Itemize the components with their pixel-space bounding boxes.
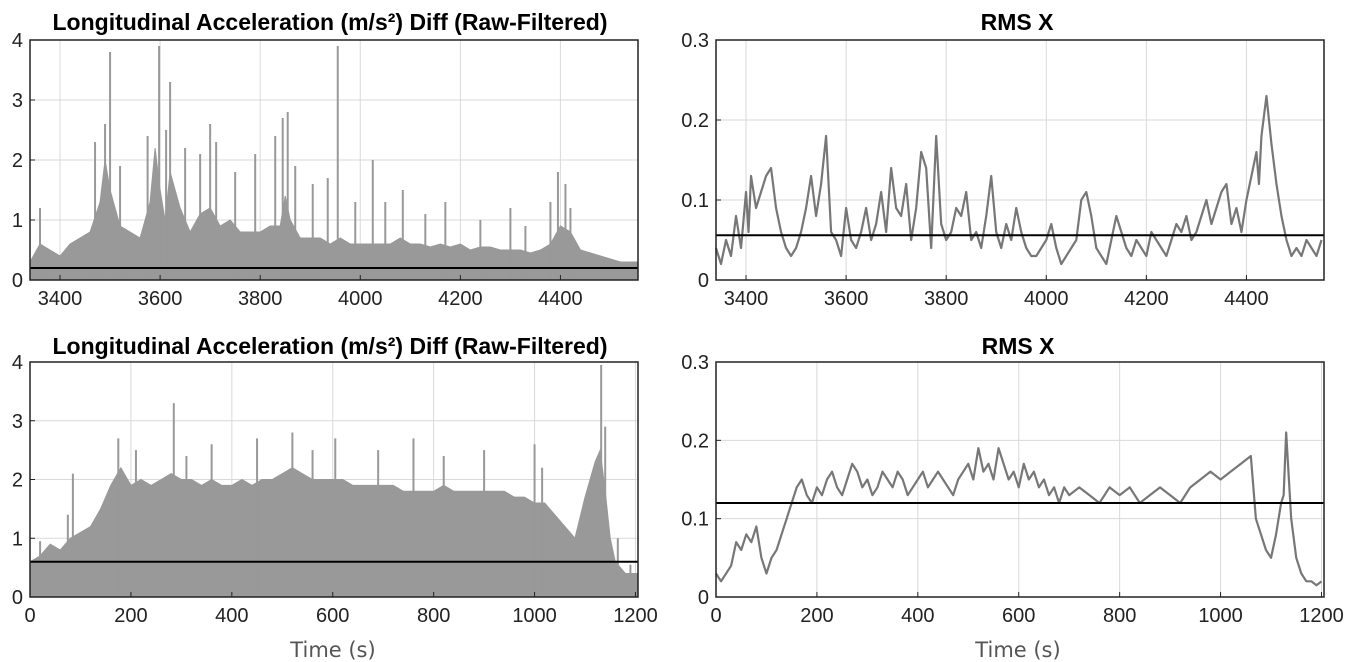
x-tick-label: 4200 — [1124, 288, 1169, 310]
y-tick-label: 0 — [698, 587, 709, 609]
x-tick-label: 3800 — [924, 288, 969, 310]
y-tick-label: 3 — [12, 90, 23, 112]
y-tick-label: 0.2 — [681, 110, 709, 132]
y-tick-label: 0.1 — [681, 190, 709, 212]
x-tick-label: 800 — [1103, 605, 1136, 627]
axes-frame — [715, 361, 1325, 598]
panel-top-right: 3400 3600 3800 4000 4200 4400 0 0.1 0.2 0.3 RMS X — [681, 9, 1325, 310]
panel-top-left: 3400 3600 3800 4000 4200 4400 0 1 2 3 4 Longitudin… — [12, 9, 639, 310]
y-tick-label: 0 — [698, 270, 709, 292]
x-tick-label: 0 — [710, 605, 721, 627]
x-tick-label: 0 — [24, 605, 35, 627]
x-tick-label: 600 — [1002, 605, 1035, 627]
signal-area — [29, 448, 639, 598]
y-tick-label: 0.2 — [681, 430, 709, 452]
x-tick-label: 3400 — [38, 288, 83, 310]
panel-bottom-left: 0 200 400 600 800 1000 1200 0 1 2 3 4 Longitudinal … — [12, 333, 658, 662]
x-tick-label: 1200 — [1299, 605, 1344, 627]
x-tick-label: 4000 — [1024, 288, 1069, 310]
axes-frame — [715, 39, 1325, 281]
x-tick-label: 3600 — [138, 288, 183, 310]
x-tick-label: 4400 — [1224, 288, 1269, 310]
x-tick-label: 600 — [316, 605, 349, 627]
signal-area — [29, 147, 639, 281]
x-tick-label: 4400 — [538, 288, 583, 310]
y-tick-label: 2 — [12, 470, 23, 492]
chart-title: RMS X — [981, 9, 1055, 35]
panel-bottom-right: 0 200 400 600 800 1000 1200 0 0.1 0.2 0.3 RMS X Ti… — [681, 333, 1344, 662]
x-tick-label: 800 — [417, 605, 450, 627]
rms-line — [715, 431, 1323, 587]
x-tick-label: 4000 — [338, 288, 383, 310]
x-tick-label: 200 — [800, 605, 833, 627]
x-axis-label: Time (s) — [289, 638, 375, 662]
plot-area: 0 200 400 600 800 1000 1200 0 1 2 3 4 — [12, 352, 658, 627]
x-tick-label: 400 — [215, 605, 248, 627]
chart-title: RMS X — [982, 333, 1056, 359]
plot-background — [716, 40, 1324, 280]
x-tick-label: 200 — [114, 605, 147, 627]
x-tick-label: 1000 — [512, 605, 557, 627]
y-tick-label: 1 — [12, 528, 23, 550]
y-tick-label: 0.1 — [681, 509, 709, 531]
x-tick-label: 1000 — [1198, 605, 1243, 627]
plot-area: 3400 3600 3800 4000 4200 4400 0 0.1 0.2 0.3 — [681, 30, 1325, 310]
plot-area: 0 200 400 600 800 1000 1200 0 0.1 0.2 0.3 — [681, 352, 1344, 627]
y-tick-label: 0 — [12, 587, 23, 609]
y-tick-label: 2 — [12, 150, 23, 172]
x-tick-label: 1200 — [613, 605, 658, 627]
y-tick-label: 4 — [12, 352, 23, 374]
x-tick-label: 3800 — [238, 288, 283, 310]
y-tick-label: 0.3 — [681, 30, 709, 52]
y-tick-label: 0 — [12, 270, 23, 292]
x-axis-label: Time (s) — [974, 638, 1060, 662]
x-tick-label: 3600 — [824, 288, 869, 310]
chart-title: Longitudinal Acceleration (m/s²) Diff (R… — [53, 9, 608, 35]
x-tick-label: 4200 — [438, 288, 483, 310]
plot-area: 3400 3600 3800 4000 4200 4400 0 1 2 3 4 — [12, 30, 639, 310]
y-tick-label: 1 — [12, 210, 23, 232]
y-tick-label: 0.3 — [681, 352, 709, 374]
rms-line — [714, 94, 1323, 266]
y-tick-label: 3 — [12, 411, 23, 433]
chart-title: Longitudinal Acceleration (m/s²) Diff (R… — [53, 333, 608, 359]
y-tick-label: 4 — [12, 30, 23, 52]
x-tick-label: 400 — [901, 605, 934, 627]
x-tick-label: 3400 — [724, 288, 769, 310]
